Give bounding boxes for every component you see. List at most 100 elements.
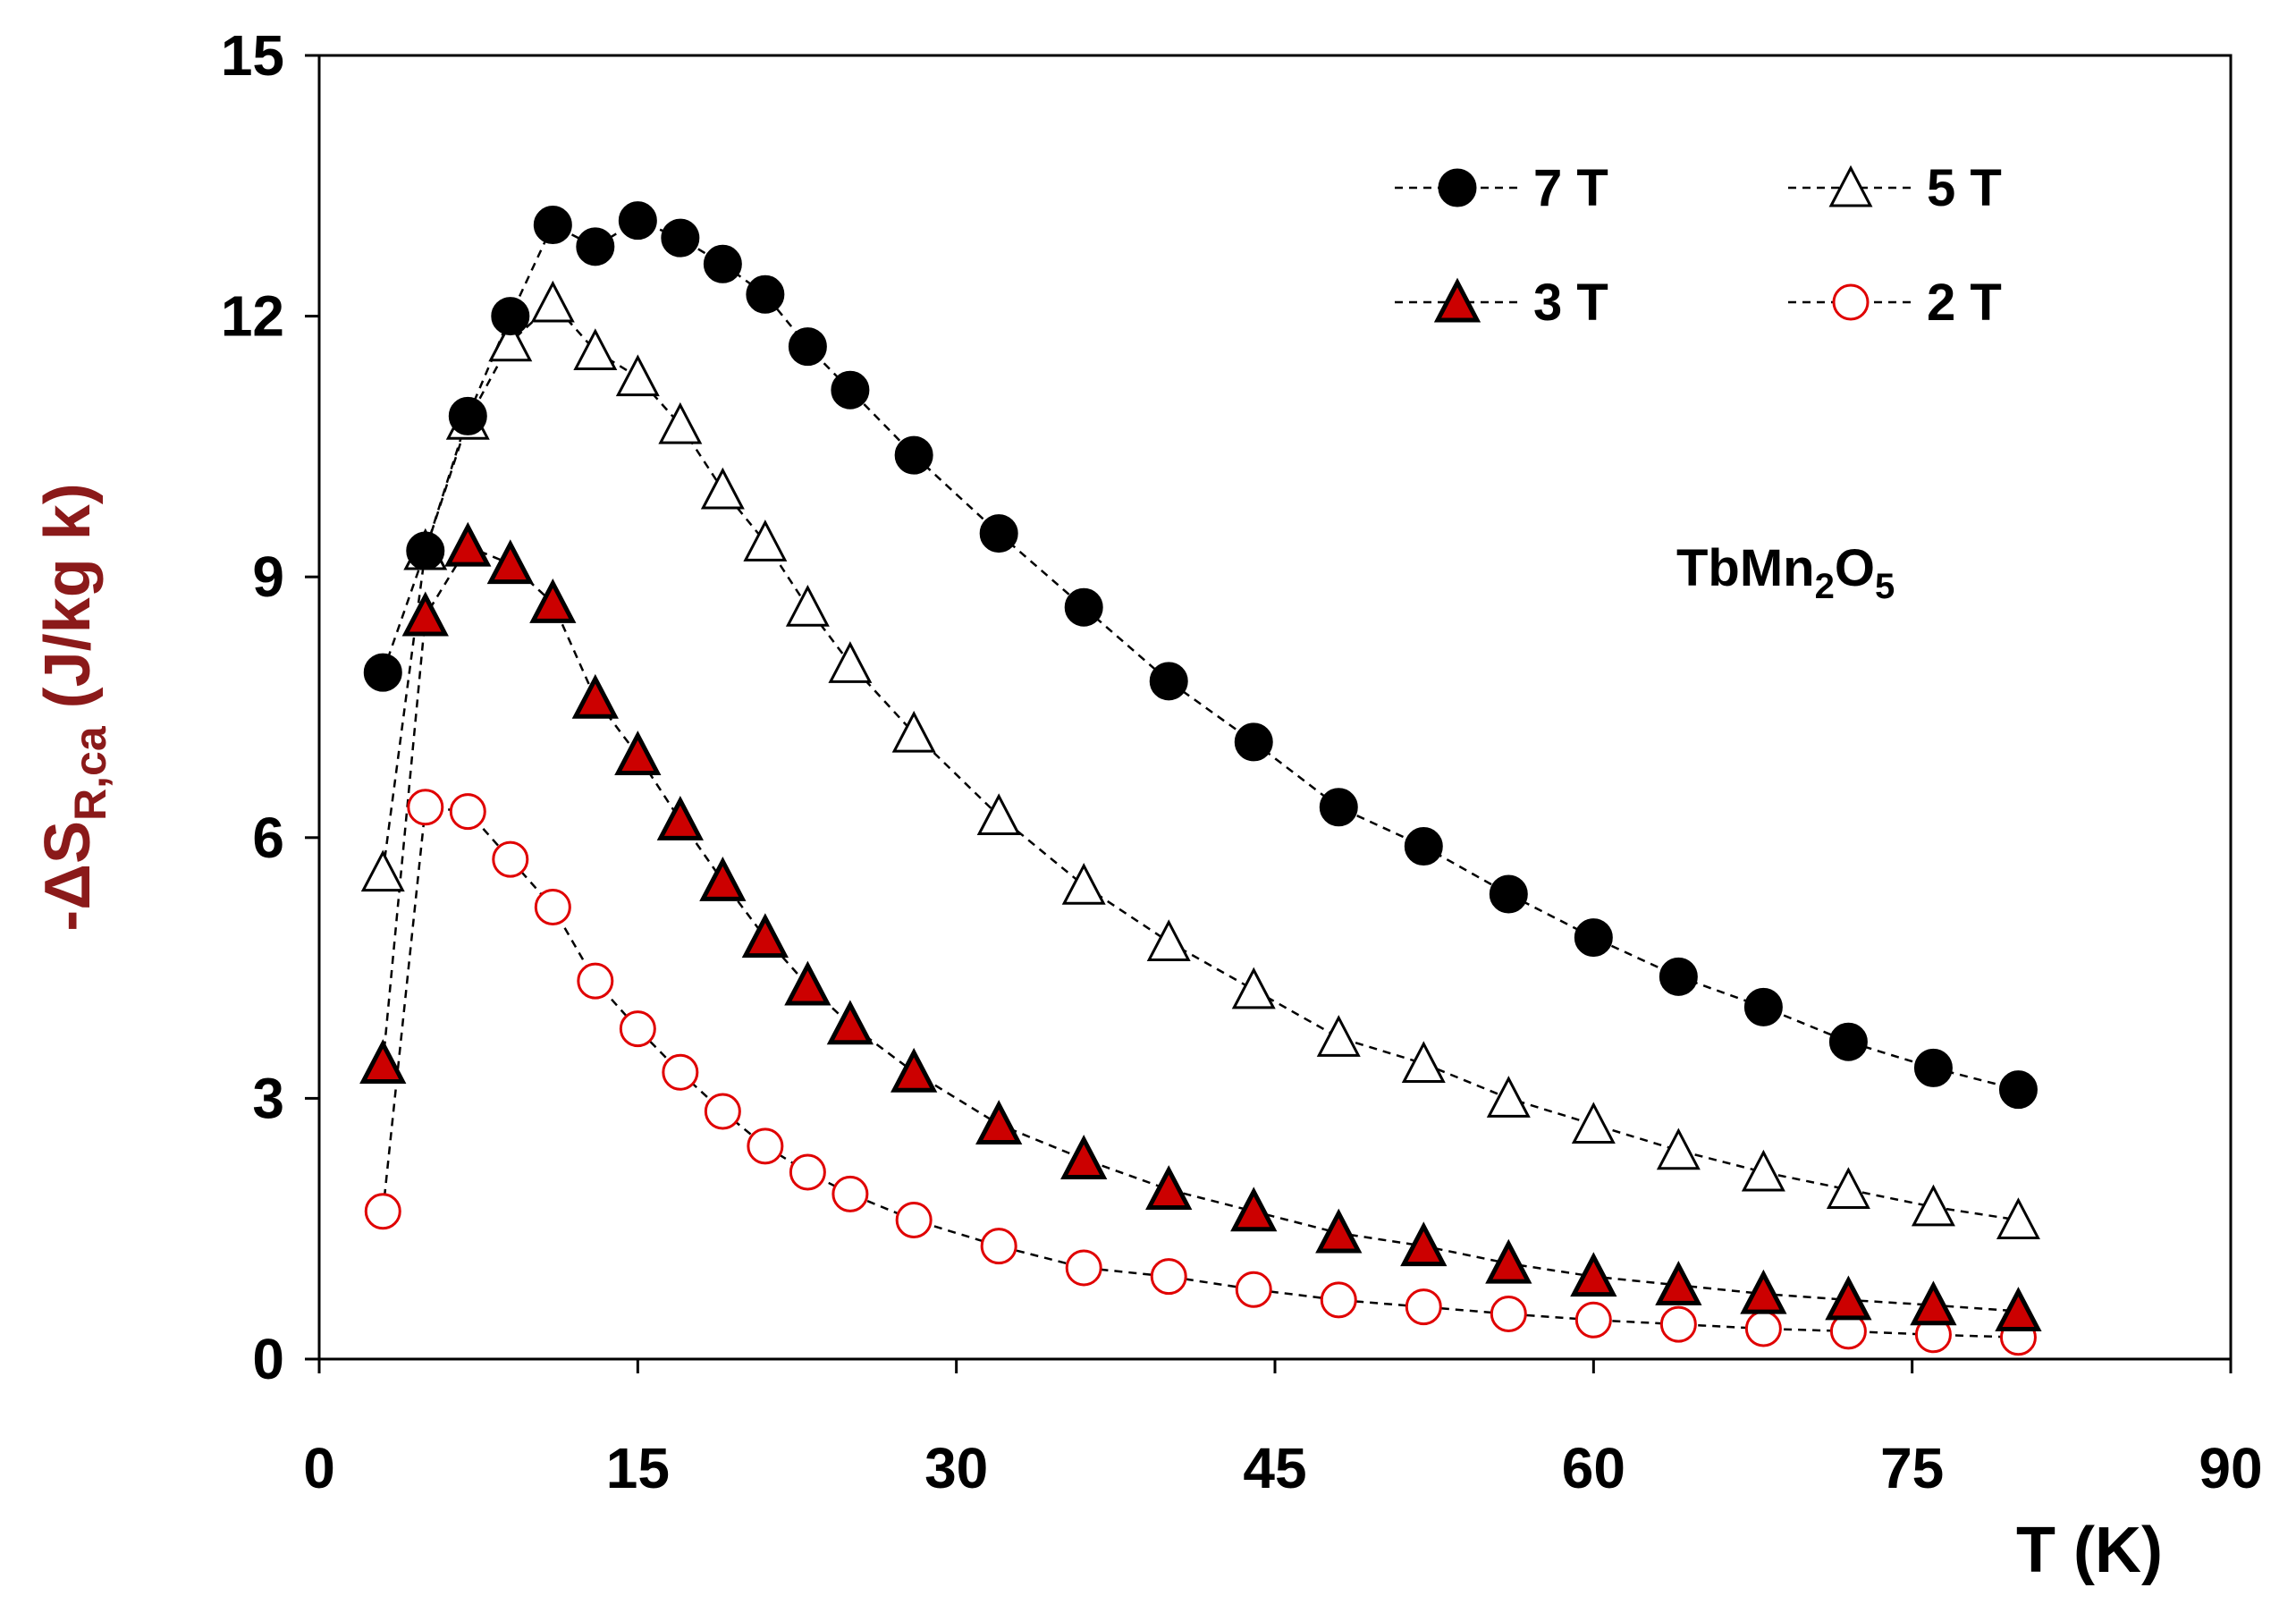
data-point xyxy=(619,1010,656,1048)
data-point xyxy=(785,584,830,627)
y-tick-label-3: 9 xyxy=(252,545,284,609)
series-5t xyxy=(360,280,2040,1239)
series-line-7t xyxy=(382,219,2019,1091)
legend-item-3t: 3 T xyxy=(1395,274,1608,332)
data-point xyxy=(703,244,742,283)
data-point xyxy=(1060,1135,1108,1179)
legend-label: 2 T xyxy=(1927,274,2002,332)
data-point xyxy=(614,730,662,775)
data-point xyxy=(576,227,615,266)
data-point xyxy=(533,206,572,245)
y-tick-label-4: 12 xyxy=(221,284,284,349)
data-point xyxy=(700,467,745,510)
data-point xyxy=(1400,1221,1448,1267)
x-tick-label-6: 90 xyxy=(2199,1436,2262,1500)
legend: 7 T 5 T 3 T 2 T xyxy=(1395,159,2002,332)
series-line-2t xyxy=(382,806,2019,1339)
data-point xyxy=(1740,1269,1787,1314)
data-point xyxy=(1401,1041,1446,1084)
data-point xyxy=(1571,1102,1616,1144)
data-point xyxy=(1490,1295,1527,1332)
data-point xyxy=(1405,1288,1442,1326)
data-point xyxy=(980,1228,1017,1265)
data-point xyxy=(662,1053,699,1091)
data-point xyxy=(529,578,577,623)
data-point xyxy=(1998,1070,2038,1110)
data-point xyxy=(741,913,789,959)
data-point xyxy=(1655,1260,1702,1305)
data-point xyxy=(979,514,1018,553)
x-tick-label-4: 60 xyxy=(1562,1436,1625,1500)
data-point xyxy=(1145,1165,1193,1210)
series-layer xyxy=(359,201,2042,1356)
data-point xyxy=(364,1193,401,1230)
compound-sub1: 2 xyxy=(1815,567,1835,606)
data-point xyxy=(891,710,936,753)
data-point xyxy=(831,1175,869,1212)
data-point xyxy=(746,274,785,314)
data-point xyxy=(1574,918,1613,958)
data-point xyxy=(577,962,614,1000)
data-point xyxy=(828,641,873,683)
data-point xyxy=(699,857,747,901)
series-3t xyxy=(359,521,2042,1332)
series-line-3t xyxy=(382,545,2019,1313)
data-point xyxy=(975,1100,1023,1145)
data-point xyxy=(656,795,704,840)
compound-base: TbMn xyxy=(1676,539,1815,597)
data-point xyxy=(1316,1015,1361,1057)
data-point xyxy=(1826,1167,1870,1209)
legend-marker xyxy=(1438,168,1477,207)
data-point xyxy=(1146,919,1191,961)
x-tick-label-5: 75 xyxy=(1880,1436,1944,1500)
data-point xyxy=(1489,874,1528,914)
data-point xyxy=(1231,967,1276,1009)
data-point xyxy=(1996,1197,2040,1239)
x-tick-label-0: 0 xyxy=(303,1436,335,1500)
legend-item-5t: 5 T xyxy=(1788,159,2002,217)
x-tick-label-2: 30 xyxy=(924,1436,988,1500)
data-point xyxy=(615,354,660,397)
y-tick-label-1: 3 xyxy=(252,1066,284,1130)
data-point xyxy=(534,889,571,926)
compound-mid: O xyxy=(1835,539,1875,597)
data-point xyxy=(618,201,657,241)
data-point xyxy=(1825,1275,1872,1321)
compound-annotation: TbMn2O5 xyxy=(1676,539,1895,606)
data-point xyxy=(1150,1258,1187,1296)
legend-item-2t: 2 T xyxy=(1788,274,2002,332)
data-point xyxy=(743,519,788,562)
data-point xyxy=(1741,1149,1785,1192)
data-point xyxy=(1486,1076,1531,1118)
data-point xyxy=(1404,827,1443,866)
compound-sub2: 5 xyxy=(1875,567,1895,606)
y-tick-label-2: 6 xyxy=(252,806,284,870)
data-point xyxy=(789,1153,826,1191)
data-point xyxy=(491,297,530,336)
data-point xyxy=(1234,722,1273,762)
data-point xyxy=(1744,1310,1782,1347)
data-point xyxy=(1656,1127,1701,1170)
data-point xyxy=(444,521,492,567)
data-point xyxy=(1061,863,1106,905)
data-point xyxy=(1065,1249,1102,1287)
data-point xyxy=(788,327,827,367)
data-point xyxy=(573,328,618,370)
data-point xyxy=(1319,788,1358,827)
y-axis-title-prefix: -ΔS xyxy=(32,821,104,932)
data-point xyxy=(704,1093,741,1130)
y-tick-label-0: 0 xyxy=(252,1327,284,1391)
data-point xyxy=(407,789,444,826)
data-point xyxy=(1910,1280,1957,1326)
series-7t xyxy=(363,201,2038,1110)
data-point xyxy=(1570,1252,1617,1297)
data-point xyxy=(831,370,870,410)
data-point xyxy=(661,218,700,258)
x-tick-label-1: 15 xyxy=(606,1436,670,1500)
data-point xyxy=(448,396,487,435)
data-point xyxy=(658,401,703,444)
x-axis-title: T (K) xyxy=(2016,1515,2163,1586)
data-point xyxy=(1320,1281,1357,1319)
legend-marker xyxy=(1832,283,1870,321)
